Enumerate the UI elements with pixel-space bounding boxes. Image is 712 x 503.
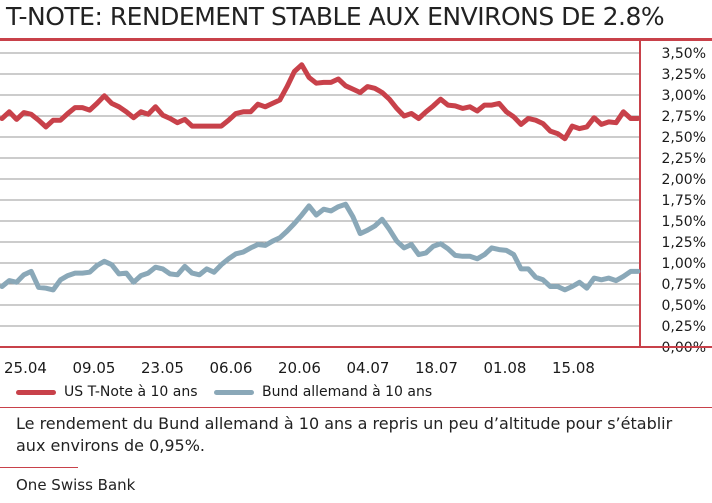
source-rule: [0, 467, 78, 468]
legend-rule: [0, 407, 712, 408]
y-tick-label: 1,00%: [662, 256, 706, 272]
x-tick-label: 01.08: [484, 359, 527, 377]
y-tick-label: 2,25%: [662, 151, 706, 167]
y-tick-label: 3,00%: [662, 88, 706, 104]
y-tick-label: 0,25%: [662, 319, 706, 335]
legend-item-tnote: US T-Note à 10 ans: [16, 384, 198, 400]
y-tick-label: 2,50%: [662, 130, 706, 146]
y-tick-label: 1,50%: [662, 214, 706, 230]
y-tick-label: 1,75%: [662, 193, 706, 209]
y-tick-label: 0,75%: [662, 277, 706, 293]
x-tick-label: 04.07: [347, 359, 390, 377]
chart-title: T-NOTE: RENDEMENT STABLE AUX ENVIRONS DE…: [6, 2, 665, 31]
chart-legend: US T-Note à 10 ans Bund allemand à 10 an…: [0, 384, 712, 408]
legend-label-tnote: US T-Note à 10 ans: [64, 384, 198, 400]
title-rule: [0, 38, 712, 41]
tnote-line: [0, 62, 641, 142]
x-tick-label: 06.06: [210, 359, 253, 377]
x-tick-label: 18.07: [415, 359, 458, 377]
legend-swatch-bund: [214, 389, 254, 395]
x-tick-label: 15.08: [552, 359, 595, 377]
legend-swatch-tnote: [16, 389, 56, 395]
x-tick-label: 09.05: [73, 359, 116, 377]
x-tick-label: 23.05: [141, 359, 184, 377]
legend-label-bund: Bund allemand à 10 ans: [262, 384, 433, 400]
legend-item-bund: Bund allemand à 10 ans: [214, 384, 432, 400]
y-tick-label: 3,25%: [662, 67, 706, 83]
x-tick-label: 25.04: [4, 359, 47, 377]
y-tick-label: 3,50%: [662, 46, 706, 62]
y-tick-label: 0,50%: [662, 298, 706, 314]
y-tick-label: 2,00%: [662, 172, 706, 188]
source-label: One Swiss Bank: [16, 476, 136, 494]
chart-caption: Le rendement du Bund allemand à 10 ans a…: [16, 414, 673, 455]
y-tick-label: 1,25%: [662, 235, 706, 251]
x-tick-label: 20.06: [278, 359, 321, 377]
y-tick-label: 2,75%: [662, 109, 706, 125]
bund-line: [0, 201, 641, 293]
line-chart: 0,00%0,25%0,50%0,75%1,00%1,25%1,50%1,75%…: [0, 41, 712, 377]
